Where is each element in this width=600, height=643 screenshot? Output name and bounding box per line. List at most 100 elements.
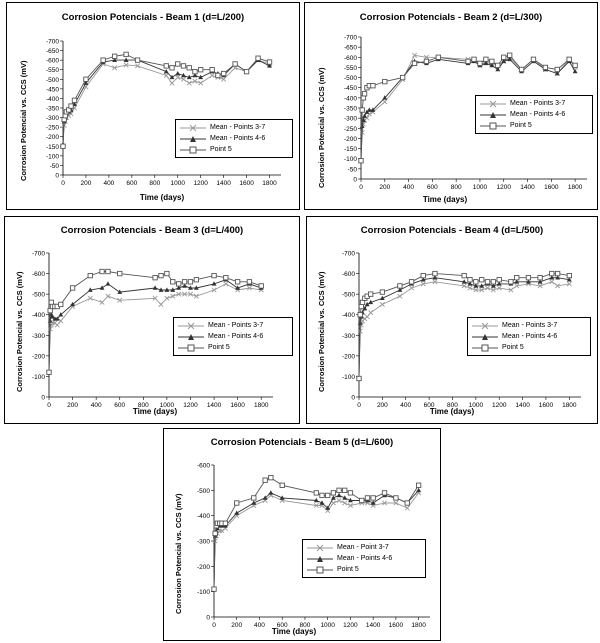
data-point — [186, 74, 192, 80]
plot-area: 0 -100 -200 -300 -400 -500 -600 -700 0 200 400 600 8… — [32, 251, 273, 409]
data-point — [483, 56, 489, 62]
legend-item-mean-points-4-6: Mean - Points 4-6 — [178, 331, 288, 342]
chart-title: Corrosion Potencials - Beam 5 (d=L/600) — [210, 437, 394, 448]
y-tick-label: -700 — [344, 35, 357, 42]
x-tick-label: 1600 — [239, 180, 254, 187]
data-point — [382, 500, 388, 506]
data-point — [83, 76, 89, 82]
legend: Mean - Points 3-7 Mean - Points 4-6 Poin… — [467, 317, 591, 356]
data-point — [370, 107, 376, 112]
data-point — [364, 495, 371, 501]
data-point — [404, 500, 410, 506]
y-tick-label: -300 — [46, 115, 59, 122]
data-point — [514, 279, 520, 284]
data-point — [319, 492, 325, 499]
data-point — [87, 287, 93, 292]
x-tick-label: 1400 — [207, 402, 222, 409]
data-point — [279, 482, 285, 488]
x-tick-label: 0 — [357, 402, 361, 409]
legend-item-mean-points-3-7: Mean - Points 3-7 — [472, 320, 586, 331]
plot-area: 0 -50 -100 -150 -200 -250 -300 -350 -400 -450 -500… — [344, 35, 587, 191]
y-tick-label: -200 — [46, 134, 59, 141]
y-tick-label: -400 — [46, 96, 59, 103]
y-tick-label: -700 — [342, 251, 355, 258]
data-point — [163, 63, 169, 69]
plot-area: 0 -50 -100 -150 -200 -250 -300 -350 -400 -450 -500… — [46, 39, 281, 187]
data-point — [209, 72, 215, 78]
legend-item-mean-points-3-7: Mean - Points 3-7 — [180, 122, 288, 133]
x-tick-label: 800 — [300, 622, 311, 629]
data-point — [461, 272, 467, 279]
x-tick-label: 600 — [277, 622, 288, 629]
y-tick-label: -500 — [342, 292, 355, 299]
data-point — [359, 107, 365, 113]
plot-area: 0 -100 -200 -300 -400 -500 -600 -700 0 200 400 600 8… — [342, 251, 581, 409]
x-tick-label: 400 — [254, 622, 265, 629]
y-tick-label: -100 — [32, 374, 45, 381]
data-point — [152, 275, 158, 281]
data-point — [507, 56, 513, 62]
data-point — [99, 299, 105, 305]
y-tick-label: -300 — [342, 333, 355, 340]
x-tick-label: 400 — [400, 402, 411, 409]
data-point — [215, 72, 221, 79]
data-point — [336, 487, 342, 493]
x-tick-label: 1400 — [520, 184, 535, 191]
x-tick-label: 1400 — [366, 622, 381, 629]
data-point — [501, 54, 507, 60]
data-point — [186, 80, 192, 86]
data-point — [112, 57, 118, 62]
data-point — [83, 80, 89, 85]
data-point — [412, 52, 418, 58]
data-point — [537, 279, 543, 284]
legend-item-mean-points-3-7: Mean - Points 3-7 — [178, 320, 288, 331]
x-tick-label: 1400 — [216, 180, 231, 187]
data-point — [176, 291, 182, 297]
data-point — [479, 277, 485, 283]
legend-item-mean-points-4-6: Mean - Points 4-6 — [472, 331, 586, 342]
data-point — [54, 316, 60, 321]
data-point — [134, 57, 141, 63]
data-point — [379, 301, 385, 307]
data-point — [187, 291, 193, 297]
y-tick-label: -150 — [344, 146, 357, 153]
legend-item-point-5: Point 5 — [180, 144, 288, 155]
data-point — [514, 275, 520, 281]
x-tick-label: 200 — [377, 402, 388, 409]
data-point — [117, 289, 123, 294]
data-point — [432, 270, 438, 277]
x-axis-label: Time (days) — [422, 195, 468, 204]
y-tick-label: -600 — [46, 58, 59, 65]
data-point — [508, 279, 514, 285]
data-point — [379, 289, 386, 295]
data-point — [347, 503, 353, 509]
y-tick-label: -400 — [342, 312, 355, 319]
data-point — [223, 275, 229, 281]
x-axis-label: Time (days) — [429, 407, 475, 416]
data-point — [176, 281, 182, 287]
data-point — [71, 97, 78, 103]
data-point — [268, 490, 274, 495]
y-tick-label: -50 — [348, 166, 358, 173]
y-tick-label: -300 — [344, 116, 357, 123]
legend-label: Mean - Points 4-6 — [510, 111, 566, 118]
data-point — [342, 500, 348, 506]
data-point — [192, 68, 198, 75]
data-point — [192, 72, 198, 78]
data-point — [348, 497, 353, 503]
legend-label: Mean - Points 4-6 — [210, 135, 266, 142]
data-point — [555, 283, 561, 289]
y-tick-label: 0 — [353, 177, 357, 184]
data-point — [408, 279, 415, 285]
data-point — [251, 500, 257, 505]
data-point — [164, 295, 170, 301]
data-point — [175, 70, 181, 76]
y-tick-label: -200 — [344, 136, 357, 143]
legend-item-mean-points-3-7: Mean - Points 3-7 — [480, 98, 588, 109]
data-point — [211, 586, 217, 592]
data-point — [336, 497, 342, 503]
data-point — [467, 285, 473, 291]
data-point — [223, 281, 229, 287]
data-point — [496, 285, 502, 291]
x-tick-label: 1600 — [389, 622, 404, 629]
